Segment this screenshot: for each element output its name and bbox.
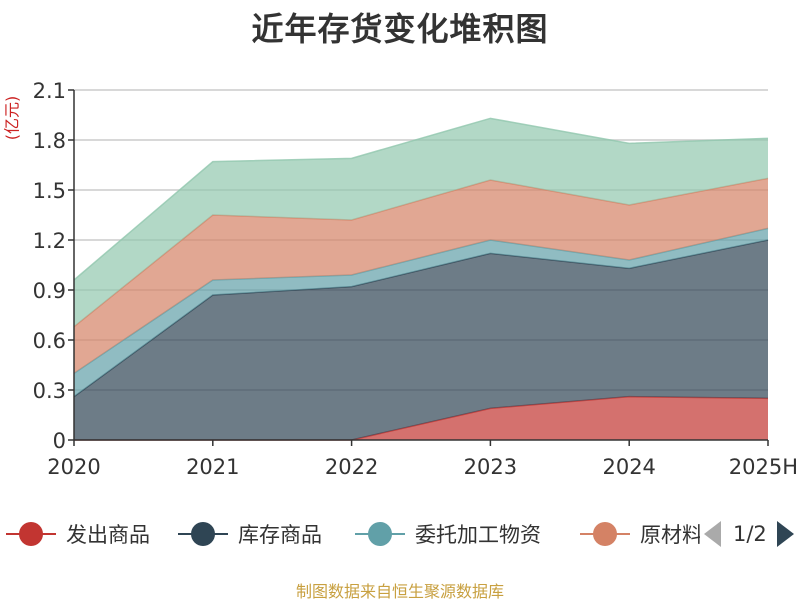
y-tick-label: 1.2	[33, 229, 66, 253]
chart-title: 近年存货变化堆积图	[251, 10, 549, 48]
legend-next-page-icon[interactable]	[776, 521, 794, 547]
x-tick-label: 2022	[325, 455, 378, 479]
legend: 发出商品 库存商品 委托加工物资 原材料	[0, 514, 800, 554]
y-tick-label: 0.9	[33, 279, 66, 303]
legend-symbol	[355, 514, 405, 554]
y-tick-label: 0	[53, 429, 66, 453]
x-tick-label: 2023	[464, 455, 517, 479]
legend-label: 委托加工物资	[415, 523, 541, 547]
y-tick-label: 2.1	[33, 79, 66, 103]
legend-page-indicator: 1/2	[733, 522, 767, 546]
legend-item-weituo[interactable]: 委托加工物资	[355, 514, 541, 554]
x-tick-label: 2024	[602, 455, 655, 479]
series-area-1	[74, 240, 768, 440]
legend-label: 库存商品	[238, 523, 322, 547]
legend-prev-page-icon[interactable]	[704, 521, 721, 547]
series-area-0	[74, 396, 768, 440]
series-area-2	[74, 228, 768, 397]
series-area-4	[74, 118, 768, 327]
legend-symbol	[580, 514, 630, 554]
legend-item-kucun[interactable]: 库存商品	[178, 514, 322, 554]
legend-item-yuancailiao[interactable]: 原材料	[580, 514, 703, 554]
data-source-note: 制图数据来自恒生聚源数据库	[295, 582, 504, 601]
legend-item-fachu[interactable]: 发出商品	[6, 514, 150, 554]
legend-label: 原材料	[640, 523, 703, 547]
legend-symbol	[178, 514, 228, 554]
x-tick-label: 2020	[47, 455, 100, 479]
y-tick-label: 0.6	[33, 329, 66, 353]
legend-symbol	[6, 514, 56, 554]
legend-pager: 1/2	[700, 514, 800, 554]
series-line-4	[73, 117, 769, 281]
series-area-3	[74, 178, 768, 374]
x-tick-label: 2021	[186, 455, 239, 479]
x-tick-label: 2025H	[729, 455, 798, 479]
y-tick-label: 1.8	[33, 129, 66, 153]
y-tick-label: 1.5	[33, 179, 66, 203]
legend-label: 发出商品	[66, 523, 150, 547]
y-tick-label: 0.3	[33, 379, 66, 403]
